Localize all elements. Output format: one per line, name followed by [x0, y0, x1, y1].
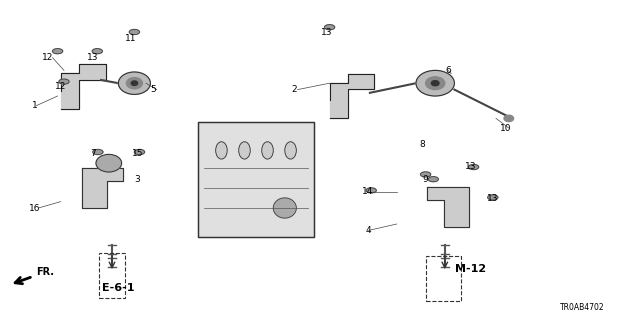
- Text: 12: 12: [42, 53, 54, 62]
- Text: 10: 10: [500, 124, 511, 132]
- Polygon shape: [330, 74, 374, 118]
- Ellipse shape: [262, 142, 273, 159]
- Ellipse shape: [118, 72, 150, 94]
- Ellipse shape: [239, 142, 250, 159]
- Circle shape: [324, 25, 335, 30]
- Ellipse shape: [431, 81, 439, 86]
- Ellipse shape: [216, 142, 227, 159]
- Text: 7: 7: [90, 149, 95, 158]
- Text: 13: 13: [321, 28, 332, 36]
- Text: FR.: FR.: [15, 267, 54, 284]
- Text: 13: 13: [487, 194, 499, 203]
- Text: 13: 13: [465, 162, 476, 171]
- Ellipse shape: [96, 155, 122, 172]
- Ellipse shape: [416, 70, 454, 96]
- Circle shape: [488, 195, 498, 200]
- Text: 15: 15: [132, 149, 143, 158]
- Circle shape: [93, 149, 103, 155]
- Text: 11: 11: [125, 34, 137, 43]
- Circle shape: [428, 177, 438, 182]
- Text: 8: 8: [420, 140, 425, 148]
- Circle shape: [129, 29, 140, 35]
- Circle shape: [52, 49, 63, 54]
- Circle shape: [420, 172, 431, 177]
- Ellipse shape: [131, 81, 138, 85]
- Polygon shape: [198, 122, 314, 237]
- Ellipse shape: [426, 77, 445, 90]
- Text: 5: 5: [151, 85, 156, 94]
- Text: 6: 6: [445, 66, 451, 75]
- Circle shape: [59, 79, 69, 84]
- Text: E-6-1: E-6-1: [102, 283, 134, 293]
- Text: 13: 13: [87, 53, 99, 62]
- Circle shape: [92, 49, 102, 54]
- Polygon shape: [61, 64, 106, 109]
- Circle shape: [468, 164, 479, 170]
- Ellipse shape: [285, 142, 296, 159]
- Text: 12: 12: [55, 82, 67, 91]
- Text: 9: 9: [423, 175, 428, 184]
- Polygon shape: [428, 187, 468, 227]
- Polygon shape: [82, 168, 123, 208]
- Text: 16: 16: [29, 204, 41, 212]
- Text: TR0AB4702: TR0AB4702: [560, 303, 605, 312]
- Text: M-12: M-12: [455, 264, 486, 274]
- Circle shape: [134, 149, 145, 155]
- Ellipse shape: [273, 198, 296, 218]
- Text: 2: 2: [292, 85, 297, 94]
- Text: 14: 14: [362, 188, 374, 196]
- Text: 3: 3: [135, 175, 140, 184]
- Circle shape: [366, 188, 376, 193]
- Ellipse shape: [127, 78, 143, 89]
- Ellipse shape: [504, 115, 514, 122]
- Text: 4: 4: [365, 226, 371, 235]
- Text: 1: 1: [33, 101, 38, 110]
